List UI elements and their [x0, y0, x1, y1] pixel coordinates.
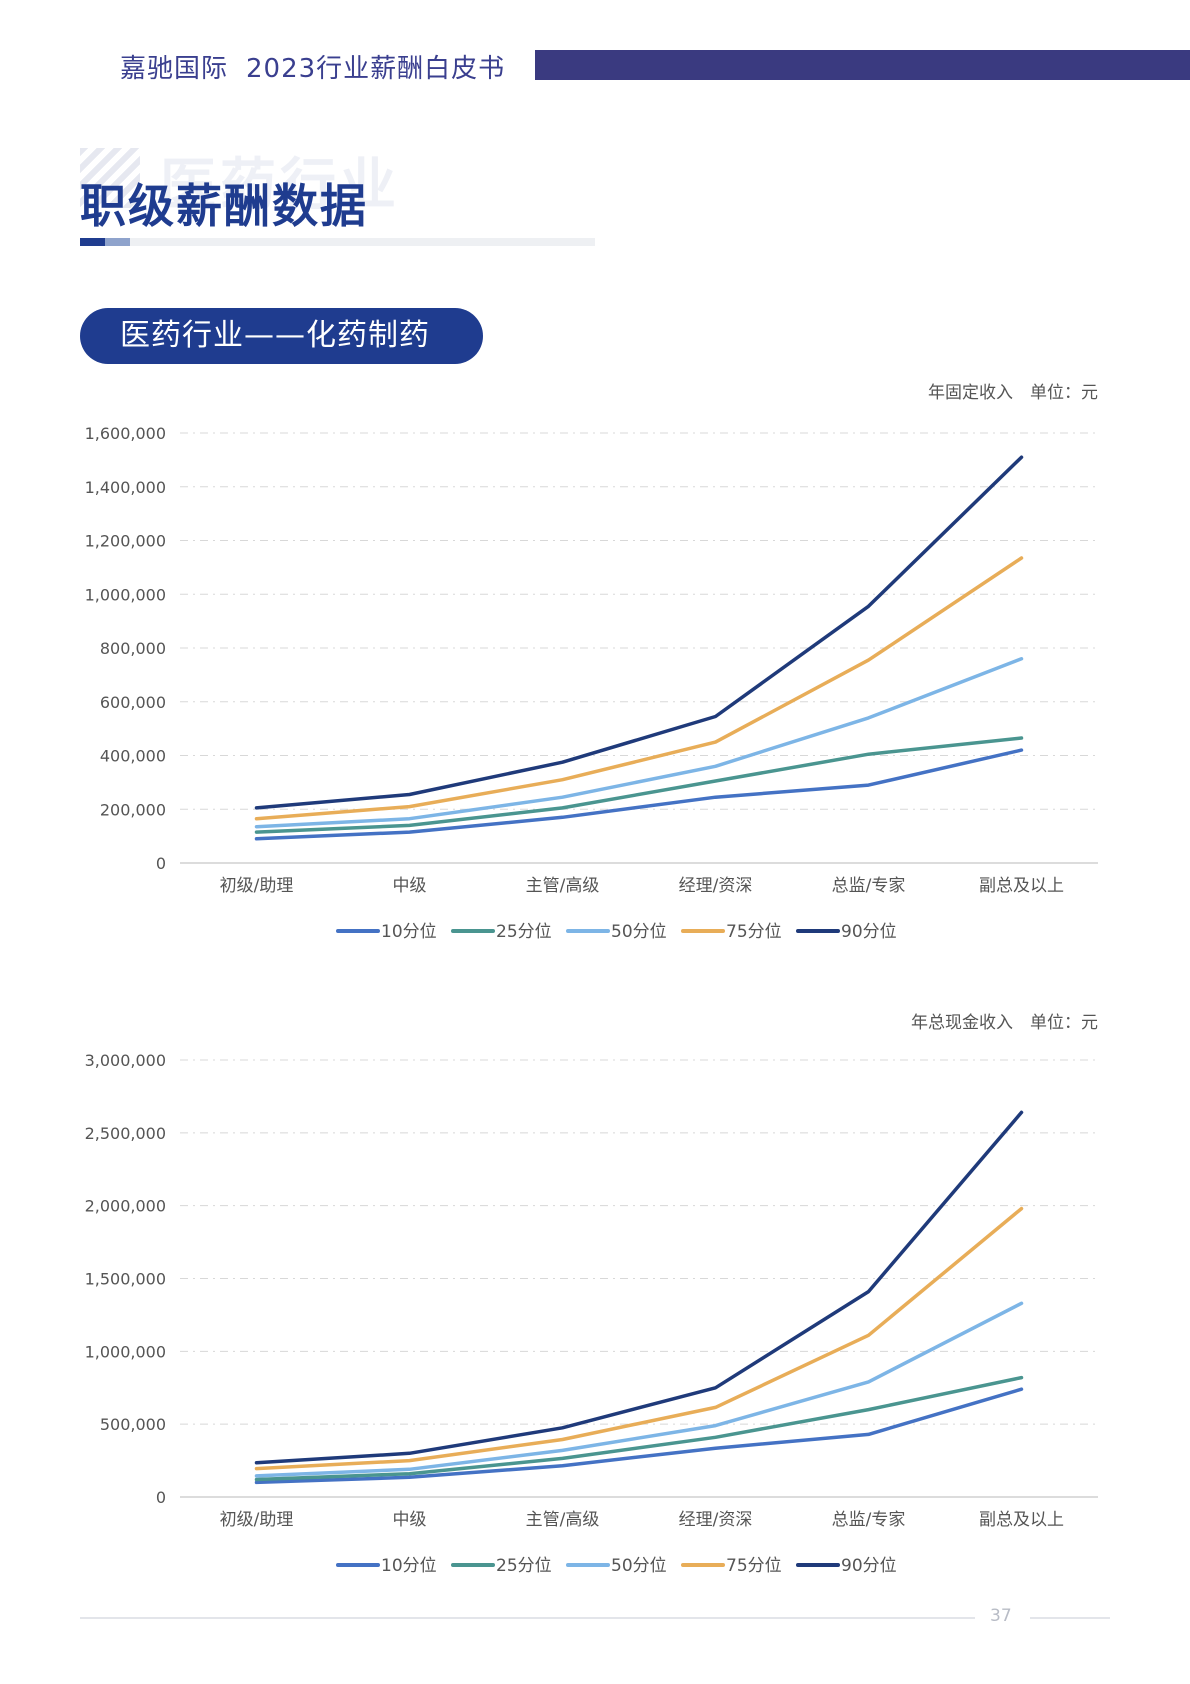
- series-line-10分位: [254, 748, 1024, 841]
- total-cash-chart-svg: 年总现金收入 单位：元 0 500,000 1,000,000 1,500,000 2,0…: [85, 1013, 1098, 1576]
- x-tick-label: 主管/高级: [526, 876, 600, 896]
- y-tick-label: 2,500,000: [85, 1124, 166, 1143]
- x-tick-label: 初级/助理: [220, 1510, 294, 1530]
- y-tick-label: 200,000: [100, 800, 166, 819]
- header-decor-bar: [535, 50, 1190, 80]
- series-line-90分位: [254, 455, 1024, 810]
- report-header-title: 嘉驰国际 2023行业薪酬白皮书: [120, 48, 505, 85]
- series-line-50分位: [254, 657, 1024, 829]
- total-cash-chart: 年总现金收入 单位：元 0 500,000 1,000,000 1,500,000 2,0…: [0, 1010, 1190, 1610]
- y-tick-label: 3,000,000: [85, 1051, 166, 1070]
- y-tick-label: 600,000: [100, 693, 166, 712]
- x-tick-label: 主管/高级: [526, 1510, 600, 1530]
- x-tick-label: 中级: [393, 1510, 427, 1530]
- x-tick-label: 副总及以上: [979, 876, 1064, 896]
- legend-label: 90分位: [841, 1556, 897, 1576]
- legend-label: 10分位: [381, 922, 437, 942]
- company-name: 嘉驰国际: [120, 54, 229, 84]
- y-tick-label: 0: [156, 854, 166, 873]
- y-tick-label: 1,200,000: [85, 532, 166, 551]
- series-line-75分位: [254, 556, 1024, 821]
- legend-label: 50分位: [611, 922, 667, 942]
- legend-label: 10分位: [381, 1556, 437, 1576]
- title-underline: [80, 238, 595, 246]
- y-tick-label: 1,500,000: [85, 1270, 166, 1289]
- y-tick-label: 0: [156, 1488, 166, 1507]
- x-tick-label: 总监/专家: [832, 876, 906, 896]
- fixed-income-chart-svg: 年固定收入 单位：元 0 200,000 400,000 600,000 800,000 1…: [85, 383, 1098, 942]
- legend-label: 90分位: [841, 922, 897, 942]
- y-tick-label: 1,000,000: [85, 1342, 166, 1361]
- title-hatch-decoration: [80, 148, 140, 208]
- y-tick-label: 2,000,000: [85, 1197, 166, 1216]
- y-tick-label: 400,000: [100, 747, 166, 766]
- y-tick-label: 1,400,000: [85, 478, 166, 497]
- x-tick-label: 初级/助理: [220, 876, 294, 896]
- x-tick-label: 总监/专家: [832, 1510, 906, 1530]
- legend-label: 50分位: [611, 1556, 667, 1576]
- chart-unit-label: 年总现金收入 单位：元: [911, 1013, 1098, 1033]
- series-line-75分位: [254, 1206, 1024, 1471]
- legend-label: 75分位: [726, 1556, 782, 1576]
- legend-label: 25分位: [496, 1556, 552, 1576]
- footer-line-right: [1030, 1617, 1110, 1619]
- y-tick-label: 500,000: [100, 1415, 166, 1434]
- series-line-10分位: [254, 1387, 1024, 1485]
- section-watermark: 医药行业: [160, 153, 400, 218]
- x-tick-label: 经理/资深: [679, 876, 753, 896]
- x-tick-label: 副总及以上: [979, 1510, 1064, 1530]
- series-line-25分位: [254, 736, 1024, 834]
- series-line-25分位: [254, 1375, 1024, 1482]
- y-tick-label: 1,600,000: [85, 424, 166, 443]
- subsection-pill: 医药行业——化药制药: [80, 308, 483, 364]
- series-line-90分位: [254, 1110, 1024, 1465]
- x-tick-label: 经理/资深: [679, 1510, 753, 1530]
- page-title: 职级薪酬数据: [80, 179, 368, 233]
- footer-line-left: [80, 1617, 975, 1619]
- y-tick-label: 1,000,000: [85, 585, 166, 604]
- series-line-50分位: [254, 1301, 1024, 1478]
- legend-label: 25分位: [496, 922, 552, 942]
- report-name: 2023行业薪酬白皮书: [246, 54, 506, 84]
- chart-unit-label: 年固定收入 单位：元: [928, 383, 1098, 403]
- legend-label: 75分位: [726, 922, 782, 942]
- page-number: 37: [990, 1606, 1012, 1626]
- x-tick-label: 中级: [393, 876, 427, 896]
- y-tick-label: 800,000: [100, 639, 166, 658]
- fixed-income-chart: 年固定收入 单位：元 0 200,000 400,000 600,000 800,000 1…: [0, 380, 1190, 980]
